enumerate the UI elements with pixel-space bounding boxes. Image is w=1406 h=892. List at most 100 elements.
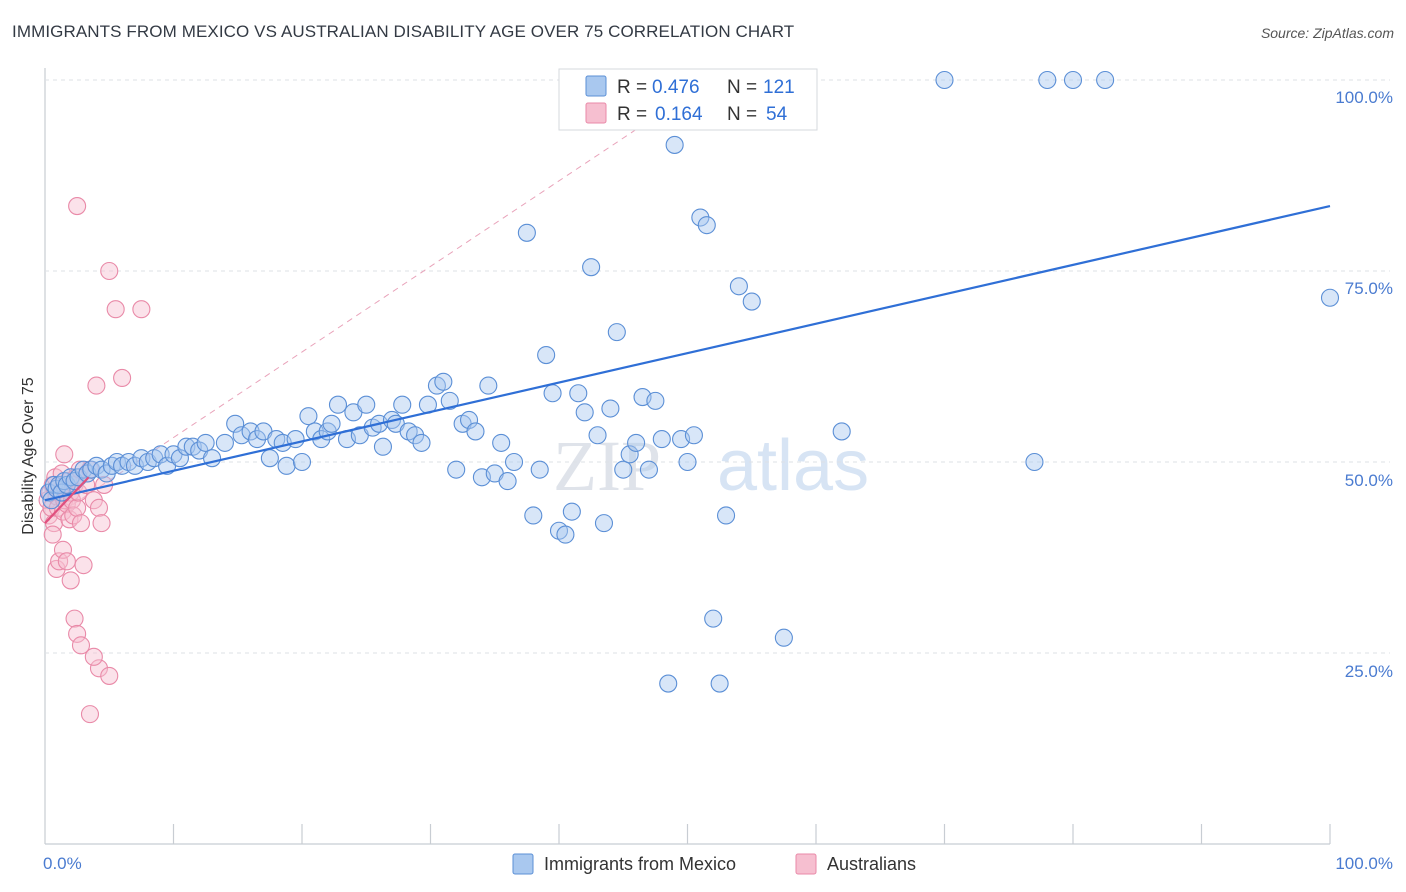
data-point-mexico — [582, 258, 601, 277]
series-legend: Immigrants from Mexico Australians — [512, 853, 916, 875]
data-point-mexico — [1025, 452, 1044, 472]
data-point-mexico — [232, 426, 251, 445]
data-point-mexico — [607, 323, 626, 342]
data-point-mexico — [292, 452, 312, 472]
y-tick-label-50: 50.0% — [1345, 471, 1393, 490]
data-point-mexico — [614, 460, 633, 479]
bottom-legend-swatch-pink — [795, 853, 817, 875]
y-axis-label: Disability Age Over 75 — [20, 377, 37, 535]
data-point-mexico — [196, 433, 215, 452]
data-point-mexico — [226, 414, 245, 433]
data-point-mexico — [406, 426, 425, 445]
bottom-legend-label-australians: Australians — [827, 854, 916, 874]
data-point-australians — [92, 514, 111, 533]
data-point-mexico — [479, 376, 498, 395]
data-point-mexico — [556, 525, 575, 544]
trend-lines — [44, 94, 688, 524]
data-point-australians — [68, 498, 87, 517]
data-point-australians — [132, 300, 151, 319]
legend-n-value-0: 121 — [763, 77, 795, 98]
y-tick-label-75: 75.0% — [1345, 279, 1393, 298]
trend-line-australians-extended — [44, 94, 688, 524]
data-point-australians — [50, 552, 69, 571]
data-point-mexico — [729, 277, 748, 296]
data-point-mexico — [434, 372, 453, 391]
data-point-mexico — [588, 426, 607, 445]
data-point-australians — [84, 647, 103, 666]
data-point-mexico — [575, 403, 594, 422]
data-point-australians — [61, 571, 80, 590]
x-ticks — [172, 824, 1331, 844]
data-point-mexico — [524, 506, 543, 525]
data-point-mexico — [247, 430, 267, 449]
data-point-mexico — [393, 395, 412, 414]
data-point-mexico — [697, 216, 716, 235]
trend-line-mexico — [44, 204, 1331, 502]
data-point-mexico — [440, 391, 459, 410]
legend-swatch-blue — [585, 75, 607, 97]
legend-r-value-0: 0.476 — [652, 77, 700, 98]
data-point-mexico — [627, 433, 646, 452]
data-point-australians — [87, 376, 106, 395]
data-point-mexico — [373, 437, 393, 456]
data-point-mexico — [466, 422, 485, 441]
data-point-mexico — [517, 223, 536, 242]
data-point-mexico — [832, 422, 851, 441]
trend-line-australians — [44, 476, 90, 524]
data-point-mexico — [447, 460, 466, 479]
data-point-mexico — [357, 395, 376, 414]
data-point-australians — [89, 659, 109, 678]
data-point-mexico — [504, 452, 524, 472]
chart-source: Source: ZipAtlas.com — [1260, 25, 1394, 41]
data-point-australians — [68, 197, 87, 216]
data-point-mexico — [639, 460, 659, 479]
data-point-australians — [68, 624, 87, 643]
data-point-mexico — [659, 674, 678, 693]
chart-title: IMMIGRANTS FROM MEXICO VS AUSTRALIAN DIS… — [12, 22, 795, 41]
data-point-mexico — [710, 674, 729, 693]
grid-lines — [45, 79, 1390, 654]
data-point-australians — [57, 552, 76, 571]
data-point-mexico — [678, 452, 697, 472]
correlation-legend: R = 0.476 N = 121 R = 0.164 N = 54 — [558, 68, 818, 131]
data-point-mexico — [277, 456, 296, 475]
data-point-australians — [71, 514, 91, 533]
data-point-mexico — [594, 514, 614, 533]
data-point-mexico — [170, 449, 189, 468]
data-point-mexico — [215, 433, 234, 452]
x-tick-label-min: 0.0% — [43, 854, 82, 873]
bottom-legend-label-mexico: Immigrants from Mexico — [544, 854, 736, 874]
data-point-australians — [100, 666, 119, 685]
data-point-mexico — [1038, 70, 1057, 90]
data-point-mexico — [742, 292, 761, 311]
data-point-mexico — [652, 430, 671, 449]
legend-r-label-0: R = — [617, 77, 647, 98]
data-point-mexico — [716, 506, 736, 525]
data-point-australians — [71, 636, 91, 655]
data-point-mexico — [412, 433, 431, 452]
data-point-mexico — [299, 407, 318, 426]
data-point-australians — [74, 556, 93, 575]
data-point-mexico — [684, 426, 703, 445]
legend-n-label-1: N = — [727, 104, 757, 125]
data-point-mexico — [569, 384, 588, 403]
y-tick-label-25: 25.0% — [1345, 662, 1393, 681]
data-point-mexico — [328, 395, 348, 414]
data-point-australians — [43, 525, 62, 544]
data-point-australians — [89, 498, 109, 517]
data-point-australians — [100, 261, 119, 281]
data-point-mexico — [241, 422, 260, 441]
data-point-australians — [80, 705, 100, 724]
data-point-mexico — [322, 414, 341, 433]
data-point-mexico — [1063, 70, 1083, 90]
bottom-legend-swatch-blue — [512, 853, 534, 875]
y-tick-label-100: 100.0% — [1335, 88, 1393, 107]
data-point-mexico — [704, 609, 723, 628]
data-point-australians — [113, 368, 132, 388]
data-point-mexico — [530, 460, 549, 479]
data-point-mexico — [42, 491, 61, 510]
data-point-mexico — [498, 472, 517, 491]
data-point-mexico — [537, 345, 556, 365]
data-point-mexico — [492, 433, 511, 452]
data-point-australians — [65, 609, 84, 628]
